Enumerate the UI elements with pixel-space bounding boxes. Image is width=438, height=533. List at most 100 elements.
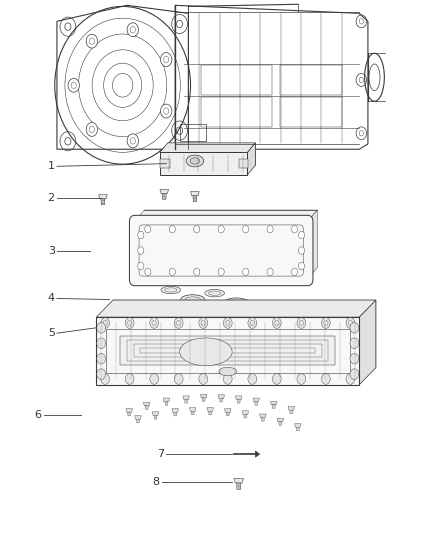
Circle shape [223,318,232,328]
Ellipse shape [205,289,224,297]
Circle shape [321,374,330,384]
Polygon shape [272,405,275,408]
Circle shape [267,268,273,276]
Polygon shape [135,416,141,419]
Circle shape [350,338,359,349]
Circle shape [194,268,200,276]
Circle shape [138,247,144,254]
Circle shape [194,225,200,233]
Circle shape [138,231,144,239]
Circle shape [199,374,208,384]
Polygon shape [236,396,242,400]
Circle shape [297,318,306,328]
Circle shape [97,322,106,333]
Polygon shape [225,409,231,413]
Polygon shape [99,195,107,199]
Circle shape [299,231,304,239]
Circle shape [97,338,106,349]
Circle shape [150,374,159,384]
Polygon shape [135,210,317,222]
Polygon shape [128,413,131,416]
Circle shape [297,374,306,384]
Polygon shape [160,143,255,152]
Polygon shape [165,402,168,405]
Polygon shape [226,413,229,416]
Polygon shape [137,419,139,423]
Polygon shape [126,409,132,413]
Circle shape [68,78,79,92]
Circle shape [272,374,281,384]
Circle shape [299,247,304,254]
Circle shape [248,318,257,328]
Circle shape [350,353,359,364]
Circle shape [125,318,134,328]
Circle shape [243,268,249,276]
Circle shape [101,374,110,384]
Bar [280,97,342,127]
Text: 1: 1 [48,161,55,171]
Circle shape [346,374,355,384]
Ellipse shape [161,286,180,294]
Polygon shape [193,196,197,201]
Circle shape [127,23,138,37]
Polygon shape [120,336,335,365]
Polygon shape [255,402,258,405]
Polygon shape [96,317,359,385]
Polygon shape [307,210,317,279]
Bar [201,97,272,127]
Polygon shape [162,193,166,199]
Circle shape [218,225,224,233]
Polygon shape [201,394,207,398]
Polygon shape [185,400,187,403]
Circle shape [86,34,98,48]
Polygon shape [207,408,214,411]
Circle shape [101,318,110,328]
Circle shape [97,353,106,364]
Circle shape [292,268,297,276]
Polygon shape [261,418,264,421]
Polygon shape [163,398,170,402]
Polygon shape [288,407,294,410]
Ellipse shape [180,295,205,304]
Polygon shape [279,422,282,425]
Circle shape [138,262,144,270]
Bar [239,159,248,168]
Polygon shape [253,398,259,402]
Text: 3: 3 [48,246,55,255]
Circle shape [169,225,175,233]
Polygon shape [247,143,255,175]
Polygon shape [271,401,277,405]
Polygon shape [145,406,148,409]
Circle shape [350,322,359,333]
Polygon shape [189,408,196,411]
Circle shape [127,134,138,148]
Circle shape [86,123,98,136]
Circle shape [97,369,106,379]
FancyBboxPatch shape [130,215,313,286]
Circle shape [169,268,175,276]
Circle shape [272,318,281,328]
Polygon shape [295,424,301,427]
Polygon shape [290,410,293,414]
Circle shape [299,262,304,270]
Polygon shape [174,413,177,416]
Circle shape [346,318,355,328]
Polygon shape [218,395,224,399]
Polygon shape [359,300,376,385]
Circle shape [174,318,183,328]
Polygon shape [237,400,240,403]
Polygon shape [96,300,376,317]
Polygon shape [160,189,169,193]
Polygon shape [242,411,249,415]
Ellipse shape [190,158,200,164]
Polygon shape [143,402,150,406]
Circle shape [145,268,151,276]
Polygon shape [244,415,247,418]
Ellipse shape [180,338,232,366]
Ellipse shape [225,298,249,308]
Circle shape [145,225,151,233]
Circle shape [160,104,172,118]
Polygon shape [277,418,283,422]
Polygon shape [172,409,179,413]
Circle shape [248,374,257,384]
